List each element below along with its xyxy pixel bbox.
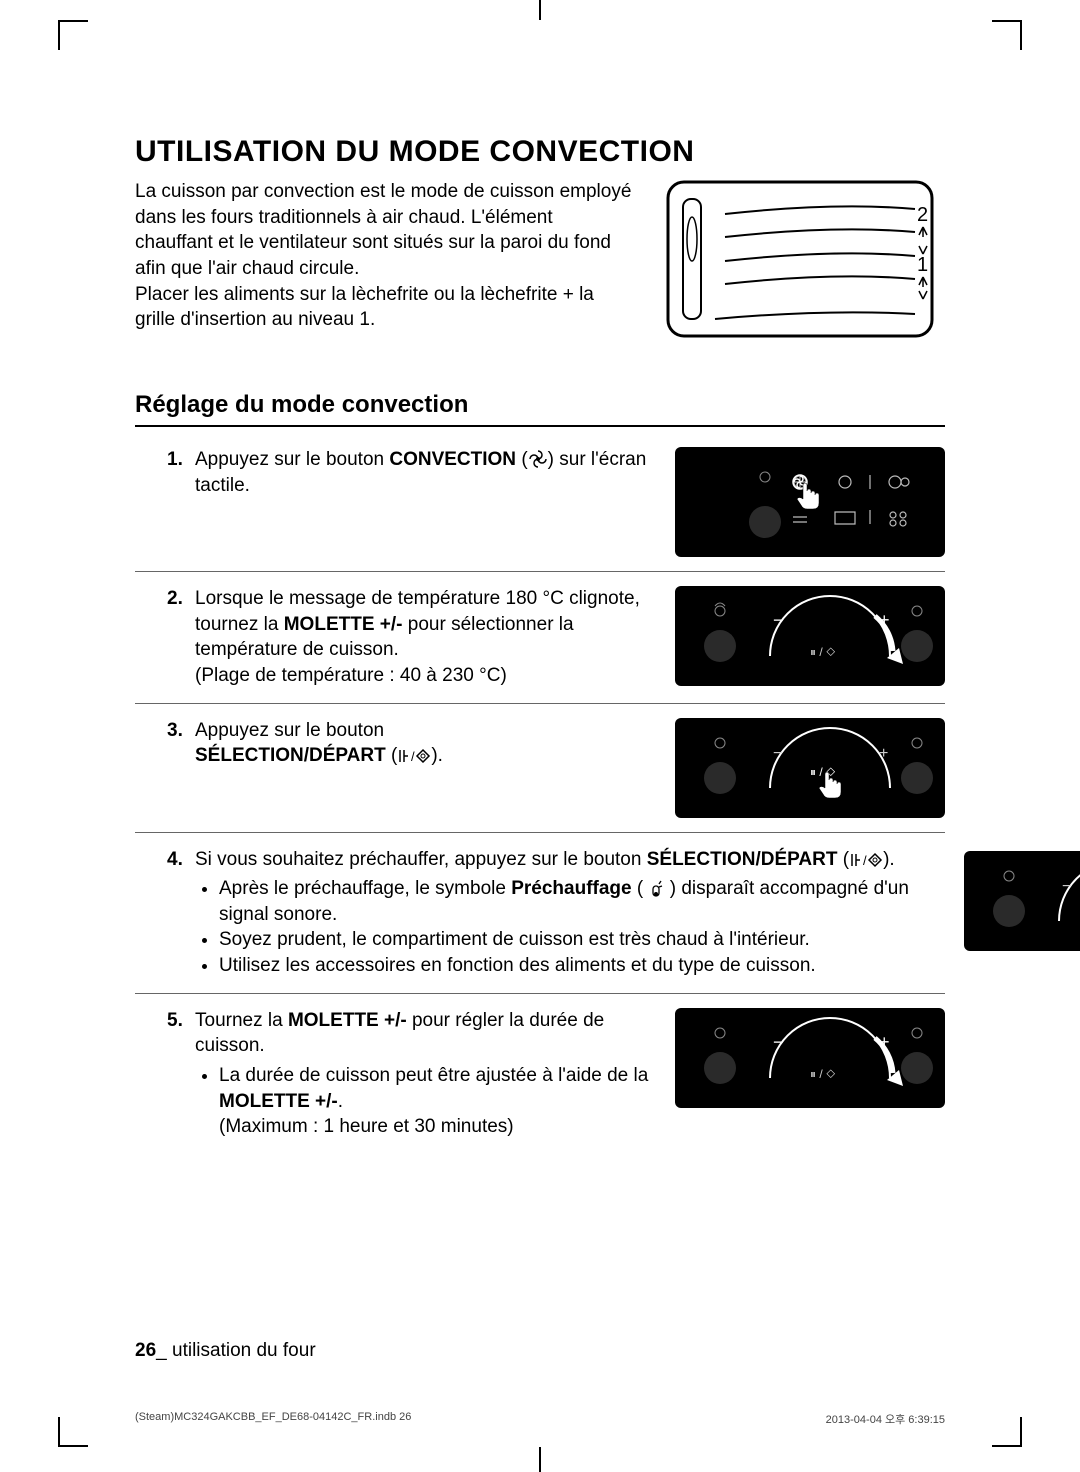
step-item: Lorsque le message de température 180 °C… <box>195 586 650 689</box>
control-panel-illustration: − + ⏸ / ◇ <box>675 718 945 818</box>
imprint-date: 2013-04-04 오후 6:39:15 <box>826 1411 945 1427</box>
control-panel-illustration: − + ⏸ / ◇ <box>675 1008 945 1108</box>
intro-line: Placer les aliments sur la lèchefrite ou… <box>135 282 635 333</box>
step-text: Appuyez sur le bouton CONVECTION () sur … <box>135 447 650 557</box>
svg-text:/: / <box>411 749 415 764</box>
svg-text:⏸ / ◇: ⏸ / ◇ <box>810 765 836 779</box>
fan-icon <box>528 450 548 468</box>
section-subtitle: Réglage du mode convection <box>135 391 945 427</box>
content-area: UTILISATION DU MODE CONVECTION La cuisso… <box>135 135 945 1154</box>
crop-mark <box>58 1417 88 1447</box>
control-panel-illustration: − + ⏸ / ◇ <box>675 586 945 686</box>
svg-text:⏸ / ◇: ⏸ / ◇ <box>810 1067 836 1081</box>
page: UTILISATION DU MODE CONVECTION La cuisso… <box>0 0 1080 1472</box>
step-text: Lorsque le message de température 180 °C… <box>135 586 650 689</box>
imprint-line: (Steam)MC324GAKCBB_EF_DE68-04142C_FR.ind… <box>135 1411 945 1427</box>
crop-mark <box>539 0 541 20</box>
preheat-icon <box>648 880 664 898</box>
step-text: Appuyez sur le bouton SÉLECTION/DÉPART (… <box>135 718 650 818</box>
footer-label: utilisation du four <box>172 1340 316 1361</box>
svg-text:−: − <box>773 1032 784 1052</box>
level-label: 2 <box>917 204 928 226</box>
step-item: Tournez la MOLETTE +/- pour régler la du… <box>195 1008 650 1140</box>
imprint-file: (Steam)MC324GAKCBB_EF_DE68-04142C_FR.ind… <box>135 1411 411 1427</box>
crop-mark <box>539 1447 541 1472</box>
bullet: La durée de cuisson peut être ajustée à … <box>219 1063 650 1140</box>
page-title: UTILISATION DU MODE CONVECTION <box>135 135 945 169</box>
step-row: Lorsque le message de température 180 °C… <box>135 572 945 704</box>
select-start-icon: / <box>849 852 883 868</box>
intro-line: La cuisson par convection est le mode de… <box>135 179 635 282</box>
step-text: Tournez la MOLETTE +/- pour régler la du… <box>135 1008 650 1140</box>
crop-mark <box>992 20 1022 50</box>
step-row: Si vous souhaitez préchauffer, appuyez s… <box>135 833 945 994</box>
crop-mark <box>58 20 88 50</box>
crop-mark <box>992 1417 1022 1447</box>
bullet: Après le préchauffage, le symbole Précha… <box>219 876 939 927</box>
page-number: 26 <box>135 1340 156 1361</box>
svg-text:−: − <box>773 610 784 630</box>
step-row: Appuyez sur le bouton SÉLECTION/DÉPART (… <box>135 704 945 833</box>
step-item: Si vous souhaitez préchauffer, appuyez s… <box>195 847 939 979</box>
svg-text:+: + <box>879 745 888 762</box>
oven-interior-diagram: 2 1 <box>665 179 935 339</box>
control-panel-illustration: − + ⏸ / ◇ <box>964 851 1080 951</box>
step-item: Appuyez sur le bouton CONVECTION () sur … <box>195 447 650 498</box>
intro-row: La cuisson par convection est le mode de… <box>135 179 945 339</box>
svg-text:−: − <box>773 745 782 762</box>
select-start-icon: / <box>397 748 431 764</box>
svg-text:/: / <box>863 853 867 868</box>
bullet: Soyez prudent, le compartiment de cuisso… <box>219 927 939 953</box>
select-start-label: ⏸ / ◇ <box>810 645 836 659</box>
svg-text:−: − <box>1062 878 1071 895</box>
step-item: Appuyez sur le bouton SÉLECTION/DÉPART (… <box>195 718 650 769</box>
step-text: Si vous souhaitez préchauffer, appuyez s… <box>135 847 939 979</box>
page-footer: 26_ utilisation du four <box>135 1340 316 1362</box>
control-panel-illustration <box>675 447 945 557</box>
level-label: 1 <box>917 254 928 276</box>
step-row: Appuyez sur le bouton CONVECTION () sur … <box>135 433 945 572</box>
step-row: Tournez la MOLETTE +/- pour régler la du… <box>135 994 945 1154</box>
intro-text: La cuisson par convection est le mode de… <box>135 179 635 333</box>
bullet: Utilisez les accessoires en fonction des… <box>219 953 939 979</box>
